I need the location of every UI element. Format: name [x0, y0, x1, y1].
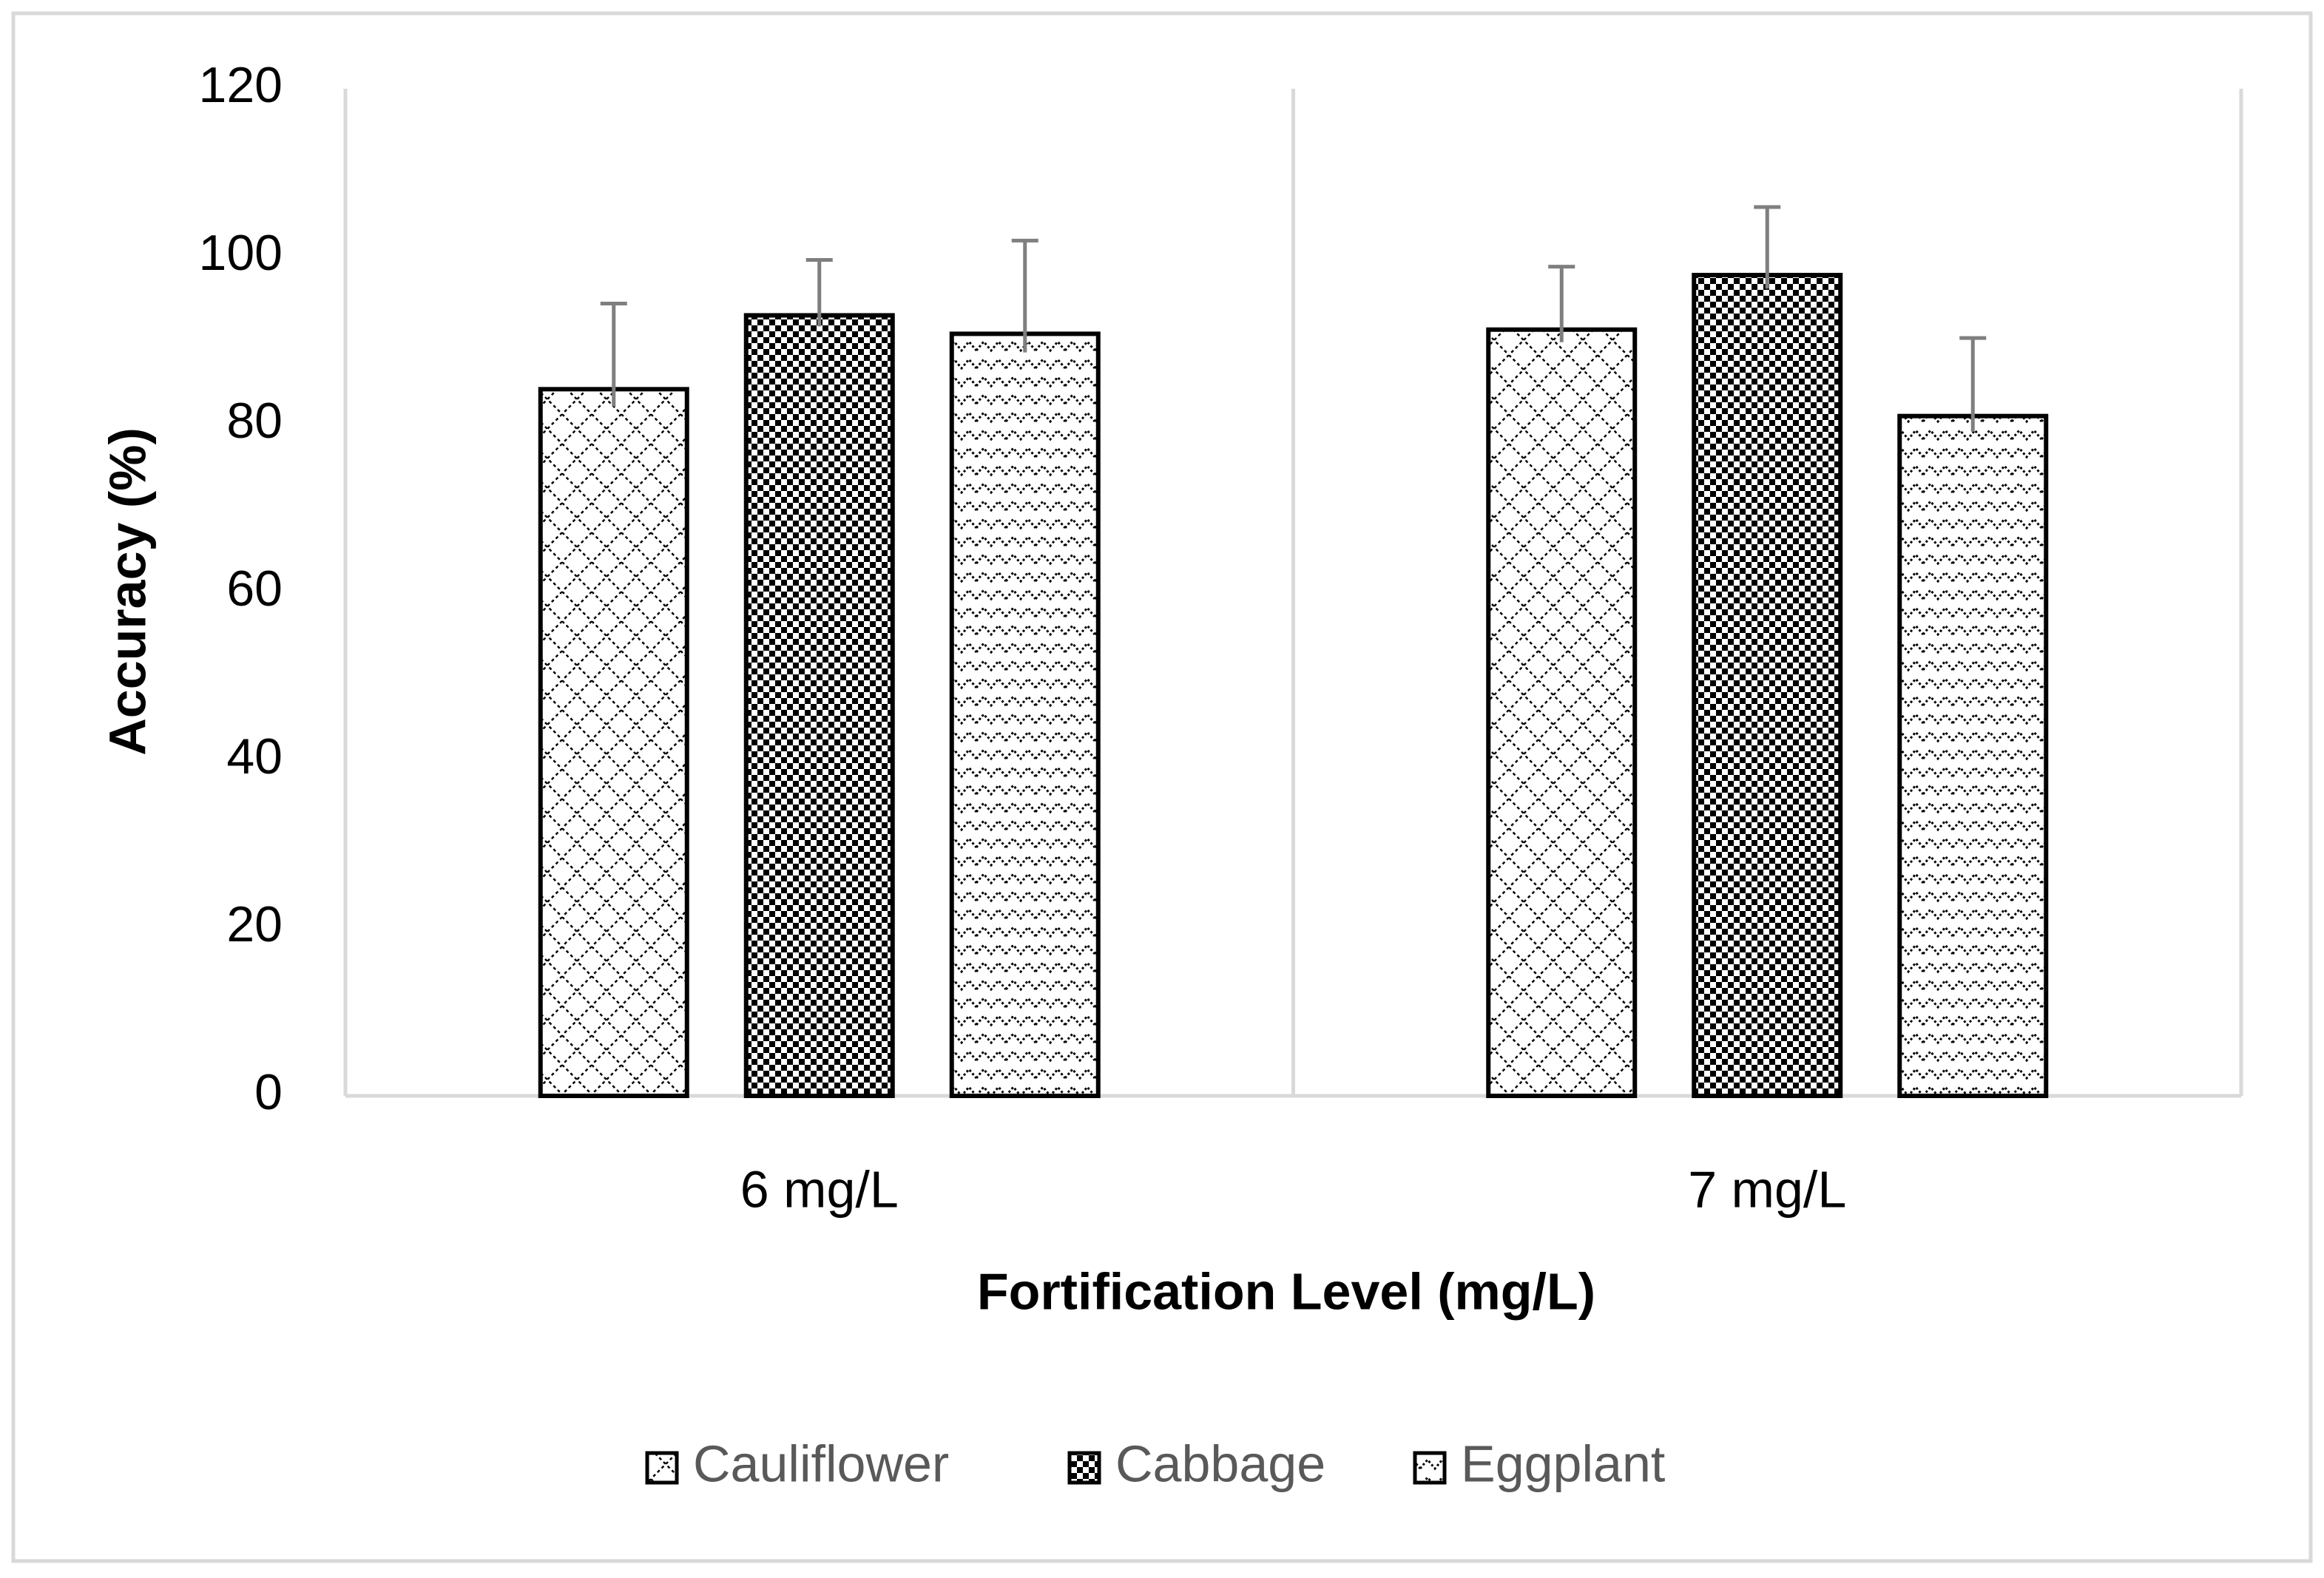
y-tick-label: 40	[226, 728, 283, 785]
bar-cauliflower-2	[1486, 327, 1638, 1098]
error-bar-eggplant-1	[1011, 238, 1038, 353]
bar-cabbage-2	[1692, 272, 1843, 1099]
error-bar-cabbage-2	[1754, 205, 1781, 289]
y-tick-label: 0	[254, 1064, 283, 1120]
y-tick-label: 80	[226, 393, 283, 449]
bar-cauliflower-1	[538, 387, 689, 1098]
y-axis: 0 20 40 60 80 100 120	[199, 57, 283, 1120]
y-axis-label: Accuracy (%)	[98, 427, 156, 756]
error-bar-cauliflower-1	[600, 302, 627, 407]
error-bars	[600, 205, 1987, 432]
bar-eggplant-2	[1897, 413, 2049, 1098]
x-tick-label: 6 mg/L	[740, 1160, 899, 1218]
bar-cabbage-1	[743, 313, 895, 1099]
legend-label: Cauliflower	[693, 1435, 949, 1492]
error-bar-eggplant-2	[1959, 336, 1987, 432]
bar-eggplant-1	[949, 331, 1101, 1098]
bars	[538, 272, 2049, 1099]
y-tick-label: 120	[199, 57, 283, 113]
y-tick-label: 100	[199, 225, 283, 281]
legend-label: Cabbage	[1115, 1435, 1325, 1492]
legend-swatch	[645, 1451, 679, 1485]
x-axis-tick-labels: 6 mg/L 7 mg/L	[740, 1160, 1847, 1218]
legend-item-cauliflower: Cauliflower	[645, 1435, 949, 1492]
error-bar-cabbage-1	[805, 258, 833, 327]
legend-item-eggplant: Eggplant	[1413, 1435, 1665, 1492]
x-tick-label: 7 mg/L	[1688, 1160, 1846, 1218]
x-axis-label: Fortification Level (mg/L)	[977, 1262, 1595, 1320]
legend-swatch	[1413, 1451, 1447, 1485]
legend-label: Eggplant	[1461, 1435, 1665, 1492]
y-tick-label: 60	[226, 561, 283, 617]
legend-item-cabbage: Cabbage	[1067, 1435, 1325, 1492]
legend-swatch	[1067, 1451, 1101, 1485]
legend: Cauliflower Cabbage Eggplant	[645, 1435, 1665, 1492]
error-bar-cauliflower-2	[1548, 265, 1575, 342]
y-tick-label: 20	[226, 896, 283, 952]
